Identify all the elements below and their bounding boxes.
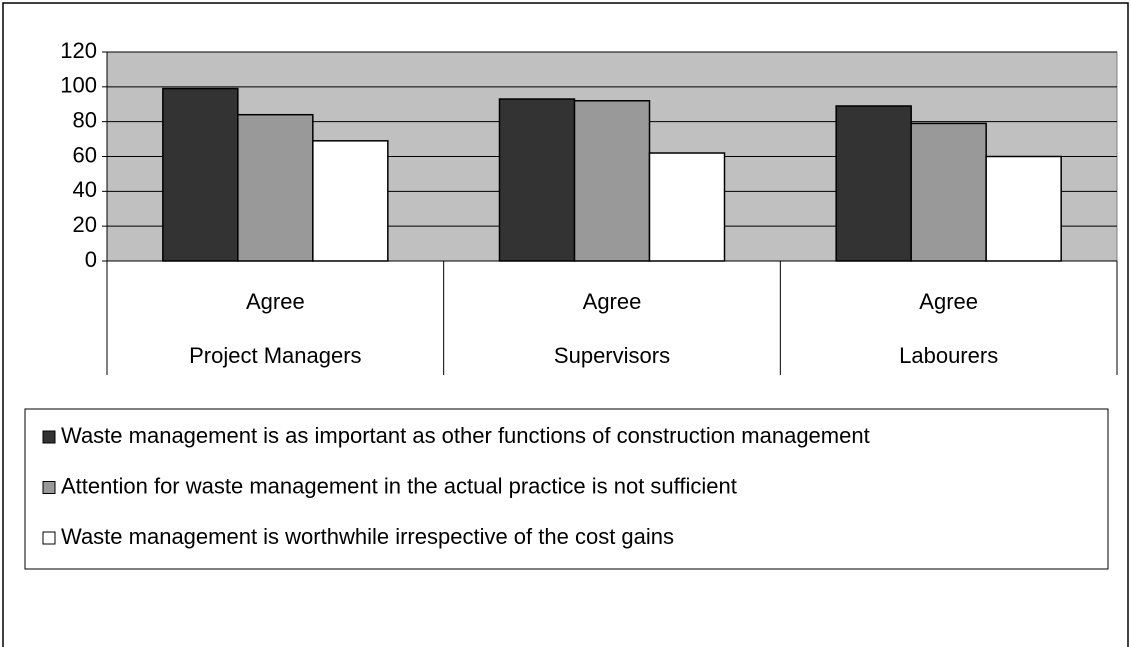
bar [648,152,726,262]
bar [573,100,651,262]
y-tick-label: 80 [73,107,97,132]
y-tick-label: 120 [60,38,97,63]
y-tick-label: 20 [73,212,97,237]
bar [985,155,1062,262]
bar [498,98,576,262]
y-tick-label: 0 [85,247,97,272]
bar [312,140,389,262]
legend-swatch [42,481,56,494]
bar [910,122,987,262]
x-tick-label: Agree [246,289,305,314]
group-label: Labourers [899,343,998,368]
y-tick-label: 100 [60,73,97,98]
x-tick-label: Agree [919,289,978,314]
x-tick-label: Agree [583,289,642,314]
legend-label: Waste management is worthwhile irrespect… [61,524,674,549]
legend-swatch [42,430,56,444]
y-tick-label: 40 [73,177,97,202]
bar [237,113,314,262]
legend-label: Waste management is as important as othe… [61,423,870,448]
legend-box [24,408,1109,570]
y-tick-label: 60 [73,142,97,167]
legend-swatch [42,531,56,545]
bar [162,87,239,262]
group-label: Supervisors [554,343,670,368]
bar [835,105,912,262]
group-label: Project Managers [189,343,361,368]
legend-label: Attention for waste management in the ac… [61,473,737,498]
